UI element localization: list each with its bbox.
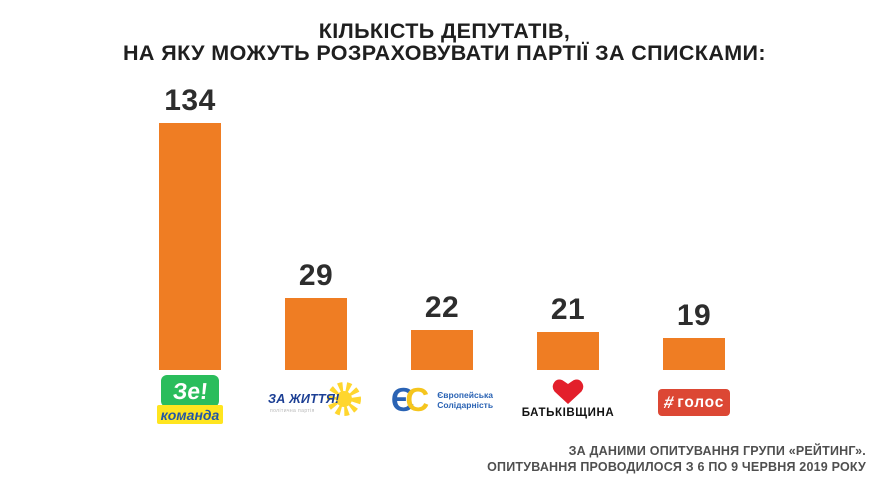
batkivshchyna-logo-wrap: БАТЬКІВЩИНА: [522, 377, 615, 419]
bar-ze-komanda: [159, 123, 221, 370]
chart-title: КІЛЬКІСТЬ ДЕПУТАТІВ, НА ЯКУ МОЖУТЬ РОЗРА…: [0, 20, 889, 64]
es-name-line2: Солідарність: [437, 399, 494, 410]
bar-batkivshchyna: [537, 332, 599, 370]
hashtag-icon: #: [661, 392, 676, 412]
heart-icon: [552, 379, 584, 404]
bar-za-zhyttia: [285, 298, 347, 370]
logo-batkivshchyna: БАТЬКІВЩИНА: [505, 375, 631, 419]
logo-za-zhyttia: ЗА ЖИТТЯ! політична партія: [253, 375, 379, 423]
es-logo-wrap: Є С Європейська Солідарність: [391, 383, 493, 416]
es-letter-s: С: [405, 381, 430, 418]
es-letter-ye: Є: [390, 381, 415, 418]
es-party-name: Європейська Солідарність: [437, 390, 493, 410]
value-label-batkivshchyna: 21: [550, 293, 586, 326]
holos-label: голос: [677, 393, 725, 411]
holos-logo-box: # голос: [658, 389, 730, 416]
bar-es: [411, 330, 473, 370]
za-zhyttia-sublabel: політична партія: [270, 408, 315, 414]
logo-holos: # голос: [631, 375, 757, 416]
ze-komanda-label: команда: [160, 406, 220, 423]
source-note: ЗА ДАНИМИ ОПИТУВАННЯ ГРУПИ «РЕЙТИНГ». ОП…: [487, 443, 866, 475]
value-label-ze-komanda: 134: [164, 84, 216, 117]
chart-title-line1: КІЛЬКІСТЬ ДЕПУТАТІВ,: [318, 19, 571, 43]
ze-yellow-badge: команда: [157, 405, 223, 424]
za-zhyttia-label: ЗА ЖИТТЯ!: [268, 392, 340, 406]
bar-column-za-zhyttia: 29: [253, 0, 379, 370]
logo-ze-komanda: Зе! команда: [127, 375, 253, 424]
sunburst-icon: [327, 382, 361, 416]
source-line1: ЗА ДАНИМИ ОПИТУВАННЯ ГРУПИ «РЕЙТИНГ».: [568, 444, 866, 458]
value-label-es: 22: [424, 291, 460, 324]
bar-holos: [663, 338, 725, 370]
value-label-holos: 19: [676, 299, 712, 332]
ze-label: Зе!: [171, 377, 209, 404]
za-zhyttia-logo-wrap: ЗА ЖИТТЯ! політична партія: [268, 382, 364, 423]
logo-es: Є С Європейська Солідарність: [379, 375, 505, 416]
bar-column-batkivshchyna: 21: [505, 0, 631, 370]
batkivshchyna-label: БАТЬКІВЩИНА: [521, 407, 615, 419]
value-label-za-zhyttia: 29: [298, 259, 334, 292]
chart-title-line2: НА ЯКУ МОЖУТЬ РОЗРАХОВУВАТИ ПАРТІЇ ЗА СП…: [123, 41, 766, 65]
es-name-line1: Європейська: [437, 389, 493, 400]
bar-column-ze-komanda: 134: [127, 0, 253, 370]
bar-column-es: 22: [379, 0, 505, 370]
source-line2: ОПИТУВАННЯ ПРОВОДИЛОСЯ З 6 ПО 9 ЧЕРВНЯ 2…: [487, 460, 866, 474]
ze-green-badge: Зе!: [161, 375, 219, 407]
bar-column-holos: 19: [631, 0, 757, 370]
